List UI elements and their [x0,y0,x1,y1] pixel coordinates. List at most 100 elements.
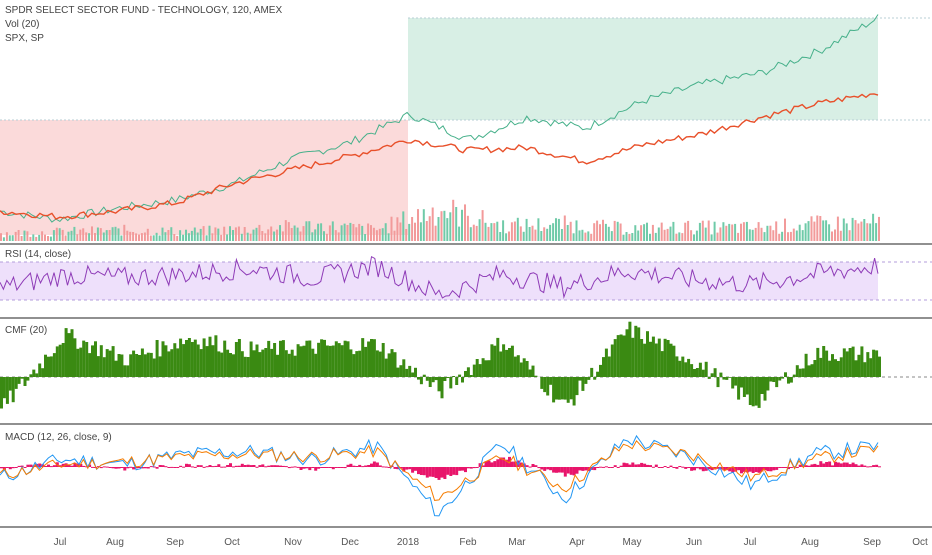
cmf-bar [197,345,200,378]
macd-hist-bar [294,466,297,467]
volume-bar [176,236,178,241]
cmf-bar [153,359,156,378]
cmf-bar [294,356,297,377]
macd-hist-bar [834,462,837,467]
cmf-bar [775,377,778,387]
cmf-bar [514,357,517,377]
cmf-bar [47,357,50,377]
volume-bar [308,221,310,241]
cmf-bar [191,342,194,377]
volume-bar [317,224,319,241]
volume-bar [825,220,827,241]
volume-bar [802,230,804,241]
macd-hist-bar [326,467,329,468]
cmf-bar [229,353,232,377]
cmf-bar [752,377,755,406]
rsi-band [0,262,878,300]
volume-bar [816,216,818,242]
volume-bar [655,233,657,241]
macd-hist-bar [150,466,153,467]
volume-bar [270,227,272,242]
cmf-bar [523,358,526,377]
time-axis-label: Mar [508,537,526,548]
cmf-bar [755,377,758,406]
volume-bar [863,219,865,241]
cmf-bar [493,346,496,377]
macd-hist-bar [470,467,473,469]
cmf-bar [620,335,623,378]
macd-hist-bar [652,467,655,468]
volume-bar [3,237,5,241]
volume-bar [526,219,528,241]
volume-bar [579,230,581,241]
macd-hist-bar [29,465,32,467]
volume-bar [813,222,815,241]
cmf-bar [485,360,488,377]
macd-hist-bar [573,467,576,475]
cmf-bar [256,345,259,378]
macd-hist-bar [790,467,793,468]
cmf-bar [132,351,135,377]
cmf-bar [784,372,787,377]
volume-bar [855,220,857,241]
macd-hist-bar [344,467,347,468]
volume-bar [828,224,830,241]
volume-bar [482,210,484,241]
volume-bar [56,228,58,241]
cmf-bar [722,377,725,380]
volume-bar [226,234,228,241]
volume-bar [670,227,672,241]
volume-bar [388,233,390,241]
volume-bar [132,232,134,241]
cmf-bar [863,362,866,377]
macd-hist-bar [537,467,540,468]
macd-hist-bar [220,467,223,468]
cmf-bar [534,376,537,377]
volume-bar [678,232,680,241]
macd-hist-bar [232,466,235,467]
volume-bar [573,233,575,241]
cmf-bar [549,377,552,385]
cmf-bar [543,377,546,392]
cmf-bar [866,352,869,377]
macd-hist-bar [314,467,317,471]
macd-hist-bar [581,467,584,471]
volume-bar [869,224,871,242]
macd-hist-bar [837,463,840,468]
volume-bar [646,223,648,241]
macd-hist-bar [417,467,420,474]
volume-bar [570,222,572,241]
macd-hist-bar [238,466,241,467]
macd-hist-bar [623,463,626,467]
cmf-bar [41,368,44,377]
volume-bar [408,224,410,241]
volume-bar [26,231,28,241]
macd-hist-bar [811,464,814,467]
macd-hist-bar [778,467,781,468]
volume-bar [505,233,507,241]
macd-hist-bar [438,467,441,480]
volume-bar [443,211,445,241]
cmf-bar [743,377,746,397]
volume-bar [493,223,495,241]
cmf-bar [385,359,388,377]
macd-hist-bar [473,467,476,468]
volume-bar [467,216,469,241]
volume-bar [373,228,375,241]
macd-hist-bar [182,467,185,468]
cmf-bar [118,354,121,377]
macd-hist-bar [646,465,649,467]
volume-bar [285,220,287,241]
volume-bar [758,222,760,241]
macd-hist-bar [256,467,259,468]
volume-bar [32,234,34,241]
macd-hist-bar [702,467,705,471]
volume-bar [590,234,592,241]
macd-hist-bar [808,466,811,467]
cmf-bar [614,339,617,377]
volume-bar [376,230,378,241]
cmf-bar [670,344,673,377]
macd-hist-bar [605,466,608,467]
